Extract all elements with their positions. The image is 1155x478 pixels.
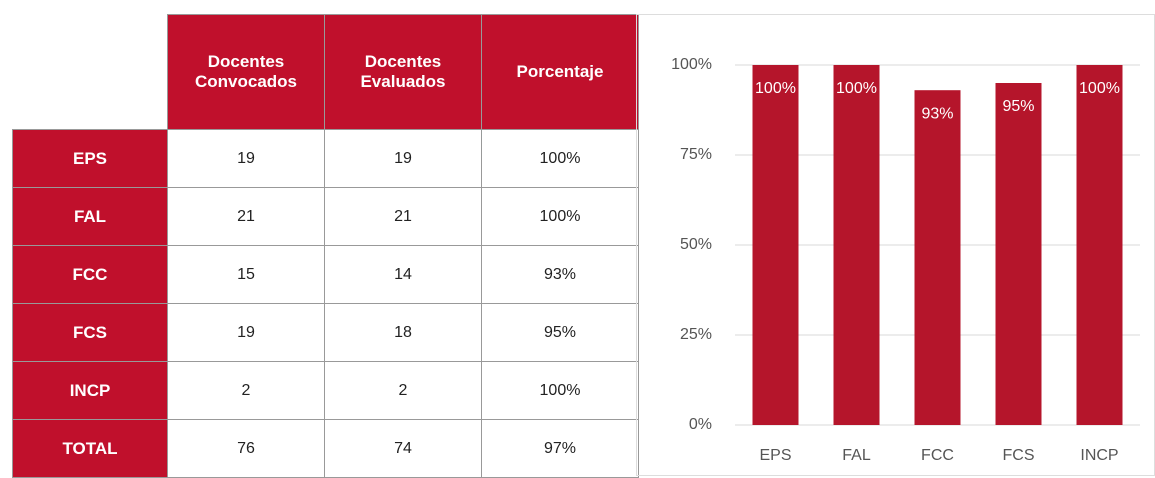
value-label: 100% xyxy=(755,80,796,97)
row-label: EPS xyxy=(12,129,168,188)
table-cell: 100% xyxy=(481,187,639,246)
table-row: FCS 19 18 95% xyxy=(12,303,639,362)
row-label: INCP xyxy=(12,361,168,420)
table-cell: 74 xyxy=(324,419,482,478)
y-tick-label: 100% xyxy=(671,56,712,73)
x-tick-label: INCP xyxy=(1080,447,1118,464)
table-cell: 2 xyxy=(324,361,482,420)
chart: 0% 25% 50% 75% 100% EPS 100% FAL 100% FCC 93% FCS 95… xyxy=(636,14,1155,476)
table-row: EPS 19 19 100% xyxy=(12,129,639,188)
table-cell: 2 xyxy=(167,361,325,420)
bar xyxy=(833,65,880,425)
table-cell: 15 xyxy=(167,245,325,304)
row-label: FCS xyxy=(12,303,168,362)
table-cell: 18 xyxy=(324,303,482,362)
table-cell: 100% xyxy=(481,129,639,188)
blank-cell xyxy=(12,14,168,130)
y-tick-label: 75% xyxy=(680,146,712,163)
x-tick-label: FCC xyxy=(921,447,954,464)
bar xyxy=(752,65,799,425)
header-cell: Porcentaje xyxy=(481,14,639,130)
x-tick-label: FAL xyxy=(842,447,871,464)
table-cell: 100% xyxy=(481,361,639,420)
table-cell: 76 xyxy=(167,419,325,478)
bar xyxy=(914,90,961,425)
table-cell: 19 xyxy=(167,129,325,188)
bar xyxy=(995,83,1042,425)
data-table: Docentes Convocados Docentes Evaluados Por… xyxy=(12,14,639,478)
header-row: Docentes Convocados Docentes Evaluados Por… xyxy=(12,14,639,130)
row-label: TOTAL xyxy=(12,419,168,478)
row-label: FCC xyxy=(12,245,168,304)
table-row: TOTAL 76 74 97% xyxy=(12,419,639,478)
row-label: FAL xyxy=(12,187,168,246)
bar xyxy=(1076,65,1123,425)
y-tick-label: 25% xyxy=(680,326,712,343)
x-tick-label: FCS xyxy=(1003,447,1035,464)
table-row: INCP 2 2 100% xyxy=(12,361,639,420)
value-label: 100% xyxy=(1079,80,1120,97)
table-cell: 95% xyxy=(481,303,639,362)
value-label: 95% xyxy=(1002,98,1034,115)
value-label: 100% xyxy=(836,80,877,97)
header-cell: Docentes Convocados xyxy=(167,14,325,130)
table-cell: 21 xyxy=(167,187,325,246)
value-label: 93% xyxy=(921,105,953,122)
table-cell: 14 xyxy=(324,245,482,304)
table-cell: 19 xyxy=(324,129,482,188)
table-cell: 21 xyxy=(324,187,482,246)
y-tick-label: 50% xyxy=(680,236,712,253)
table-cell: 97% xyxy=(481,419,639,478)
table-row: FCC 15 14 93% xyxy=(12,245,639,304)
table-row: FAL 21 21 100% xyxy=(12,187,639,246)
y-tick-label: 0% xyxy=(689,416,712,433)
table-cell: 19 xyxy=(167,303,325,362)
table-cell: 93% xyxy=(481,245,639,304)
x-tick-label: EPS xyxy=(759,447,791,464)
header-cell: Docentes Evaluados xyxy=(324,14,482,130)
